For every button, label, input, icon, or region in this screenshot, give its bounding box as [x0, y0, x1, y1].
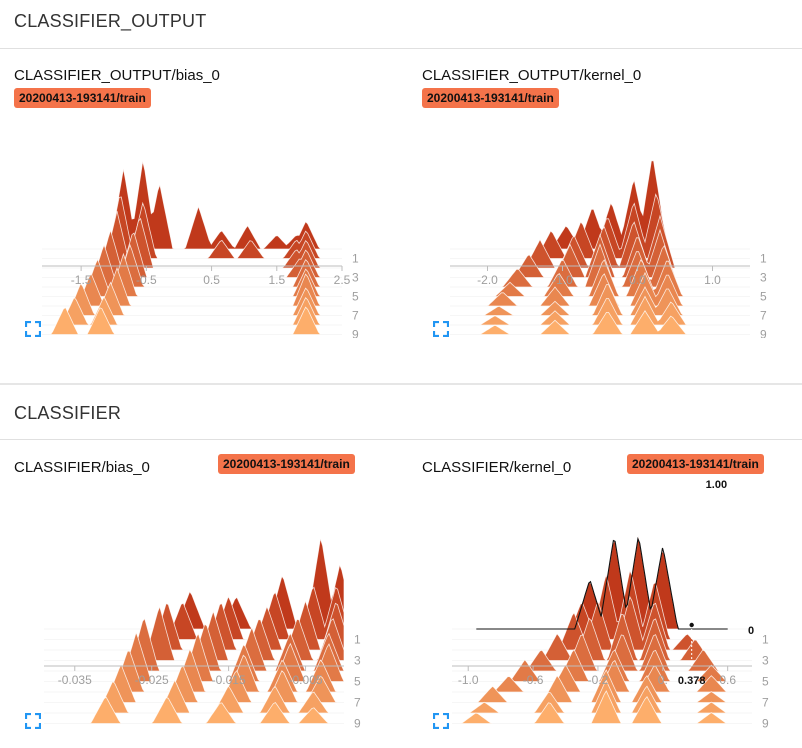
step-tick-label: 3	[762, 654, 769, 668]
step-tick-label: 9	[354, 717, 361, 731]
step-tick-label: 5	[760, 290, 767, 304]
x-tick-label: 1.5	[268, 273, 285, 287]
step-tick-label: 3	[352, 271, 359, 285]
step-tick-label: 5	[354, 675, 361, 689]
x-tick-label: -0.2	[588, 673, 609, 687]
x-tick-label: 0.6	[719, 673, 736, 687]
step-tick-label: 9	[760, 328, 767, 339]
x-tick-label: -0.6	[523, 673, 544, 687]
x-tick-label: -0.025	[135, 673, 169, 687]
x-tick-label: 1.0	[704, 273, 721, 287]
hover-x-label: 0.378	[678, 675, 706, 687]
step-tick-label: 9	[352, 328, 359, 339]
histogram-ridge-step-6[interactable]	[42, 266, 342, 307]
x-tick-label: -1.0	[458, 673, 479, 687]
section-header-classifier[interactable]: CLASSIFIER	[0, 385, 802, 440]
histogram-ridge-step-8[interactable]	[44, 679, 344, 714]
x-tick-label: -1.0	[552, 273, 573, 287]
step-tick-label: 1	[352, 252, 359, 266]
step-tick-label: 1	[760, 252, 767, 266]
card-title: CLASSIFIER/kernel_0	[422, 459, 572, 476]
histogram-chart[interactable]: -1.0 -0.6 -0.2 0. 0.6 1 3 5 7 9 1.00 0 0.378	[408, 480, 798, 735]
x-tick-label: -0.035	[58, 673, 92, 687]
step-tick-label: 7	[354, 696, 361, 710]
hover-point	[689, 622, 694, 628]
run-badge: 20200413-193141/train	[422, 88, 559, 108]
x-tick-label: -0.015	[212, 673, 246, 687]
card-title: CLASSIFIER_OUTPUT/bias_0	[14, 67, 220, 84]
histogram-card-bias-0: CLASSIFIER/bias_0 20200413-193141/train …	[0, 440, 390, 748]
histogram-ridge-step-0[interactable]	[42, 161, 342, 250]
histogram-ridge-step-8[interactable]	[452, 679, 752, 714]
step-tick-label: 5	[762, 675, 769, 689]
section-header-classifier-output[interactable]: CLASSIFIER_OUTPUT	[0, 0, 802, 49]
step-tick-label: 7	[762, 696, 769, 710]
histogram-ridge-step-7[interactable]	[42, 281, 342, 317]
x-tick-label: -2.0	[477, 273, 498, 287]
histogram-ridge-step-0[interactable]	[450, 160, 750, 250]
step-tick-label: 7	[760, 309, 767, 323]
x-tick-label: 0.	[658, 673, 668, 687]
histogram-card-bias-0: CLASSIFIER_OUTPUT/bias_0 20200413-193141…	[0, 48, 390, 384]
histogram-ridge-step-7[interactable]	[452, 669, 752, 703]
histogram-ridge-step-5[interactable]	[452, 648, 752, 682]
histogram-ridge-step-8[interactable]	[450, 295, 750, 326]
histogram-card-kernel-0: CLASSIFIER_OUTPUT/kernel_0 20200413-1931…	[408, 48, 798, 384]
x-tick-label: -1.5	[71, 273, 92, 287]
histogram-ridge-step-9[interactable]	[450, 310, 750, 335]
hover-outline	[476, 536, 728, 630]
histogram-ridge-step-9[interactable]	[42, 306, 342, 335]
step-tick-label: 9	[762, 717, 769, 731]
fullscreen-expand-icon[interactable]	[24, 712, 42, 730]
hover-value-label: 1.00	[706, 480, 727, 491]
x-tick-label: -0.005	[289, 673, 323, 687]
histogram-ridge-step-5[interactable]	[44, 631, 345, 682]
step-tick-label: 7	[352, 309, 359, 323]
histogram-card-kernel-0: CLASSIFIER/kernel_0 20200413-193141/trai…	[408, 440, 798, 748]
step-tick-label: 3	[354, 654, 361, 668]
x-tick-label: 0.0	[629, 273, 646, 287]
fullscreen-expand-icon[interactable]	[432, 712, 450, 730]
step-tick-label: 1	[354, 633, 361, 647]
histogram-ridge-step-9[interactable]	[452, 690, 752, 724]
x-tick-label: 0.5	[203, 273, 220, 287]
section-divider	[0, 383, 802, 385]
step-tick-label: 3	[760, 271, 767, 285]
step-tick-label: 5	[352, 290, 359, 304]
x-tick-label: -0.5	[136, 273, 157, 287]
histogram-ridge-step-5[interactable]	[450, 259, 750, 297]
run-badge: 20200413-193141/train	[218, 454, 355, 474]
histogram-ridge-step-0[interactable]	[44, 538, 345, 630]
step-tick-label: 1	[762, 633, 769, 647]
histogram-ridge-step-1[interactable]	[452, 569, 752, 640]
fullscreen-expand-icon[interactable]	[432, 320, 450, 338]
fullscreen-expand-icon[interactable]	[24, 320, 42, 338]
section-title: CLASSIFIER	[14, 403, 122, 423]
histogram-ridge-step-2[interactable]	[452, 595, 752, 651]
histogram-ridge-step-6[interactable]	[450, 271, 750, 307]
section-title: CLASSIFIER_OUTPUT	[14, 11, 207, 31]
card-title: CLASSIFIER_OUTPUT/kernel_0	[422, 67, 642, 84]
run-badge: 20200413-193141/train	[14, 88, 151, 108]
hover-step-label: 0	[748, 625, 754, 637]
histogram-chart[interactable]: -1.5 -0.5 0.5 1.5 2.51 3 5 7 9	[0, 108, 390, 338]
run-badge: 20200413-193141/train	[627, 454, 764, 474]
histogram-chart[interactable]: -2.0 -1.0 0.0 1.0 1 3 5 7 9	[408, 108, 798, 338]
histogram-ridge-step-4[interactable]	[452, 634, 752, 672]
x-tick-label: 2.5	[334, 273, 351, 287]
histogram-chart[interactable]: -0.035 -0.025 -0.015 -0.005 1 3 5 7 9	[0, 480, 390, 735]
card-title: CLASSIFIER/bias_0	[14, 459, 150, 476]
histogram-ridge-step-9[interactable]	[44, 696, 344, 724]
